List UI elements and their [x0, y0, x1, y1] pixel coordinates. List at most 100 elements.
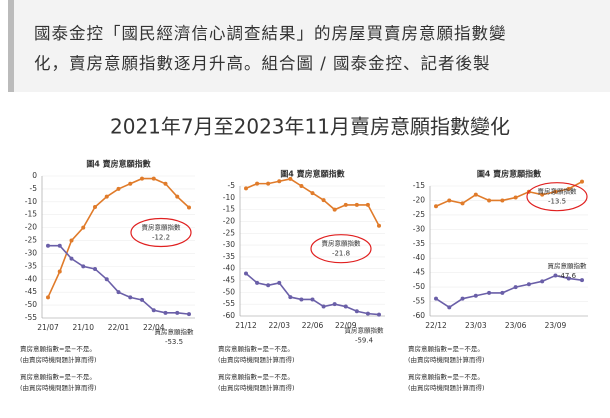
value-label: -47.6 [558, 272, 577, 280]
data-point [310, 297, 315, 302]
data-point [500, 290, 505, 295]
data-point [487, 290, 492, 295]
series-line [48, 244, 190, 315]
data-point [187, 205, 191, 210]
data-point [566, 186, 571, 191]
data-point [354, 202, 359, 207]
y-tick-label: -5 [228, 181, 236, 190]
data-point [473, 293, 478, 298]
y-tick-label: -55 [25, 313, 37, 322]
data-point [69, 238, 74, 243]
data-point [255, 280, 260, 285]
x-tick-label: 22/03 [268, 321, 290, 330]
data-point [93, 204, 97, 209]
y-tick-label: -45 [25, 287, 37, 296]
series-label: 賣房意願指數 [322, 239, 362, 248]
series-label: 買房意願指數 [345, 326, 385, 335]
footnote: (由買房時機問題計算而得) [218, 383, 295, 392]
x-tick-label: 23/06 [505, 321, 527, 330]
data-point [116, 290, 121, 295]
data-point [447, 305, 452, 310]
x-tick-label: 21/12 [235, 321, 257, 330]
y-tick-label: -20 [25, 223, 37, 232]
footnote: 買房意願指數=是−不是。 [408, 372, 484, 381]
data-point [321, 304, 326, 309]
panel-title: 圖4 賣房意願指數 [477, 169, 541, 179]
y-tick-label: -55 [223, 299, 235, 308]
data-point [566, 276, 571, 281]
data-point [513, 195, 518, 200]
data-point [365, 202, 370, 207]
y-tick-label: -25 [413, 210, 425, 219]
value-label: -59.4 [355, 337, 374, 345]
data-point [104, 277, 109, 282]
highlight-circle [130, 217, 192, 248]
data-point [310, 191, 315, 196]
data-point [277, 280, 282, 285]
y-tick-label: -40 [413, 253, 425, 262]
value-label: -12.2 [152, 233, 170, 241]
y-tick-label: -35 [413, 239, 425, 248]
y-tick-label: -60 [223, 311, 235, 320]
data-point [473, 192, 478, 197]
caption-line: 國泰金控「國民經濟信心調查結果」的房屋買賣房意願指數變 [34, 24, 507, 43]
data-point [266, 181, 271, 186]
data-point [140, 297, 144, 302]
data-point [128, 295, 133, 300]
series-label: 買房意願指數 [548, 261, 588, 270]
y-tick-label: -30 [25, 248, 37, 257]
data-point [460, 296, 465, 301]
data-point [81, 264, 86, 269]
panel-title: 圖4 賣房意願指數 [280, 169, 344, 179]
y-tick-label: -45 [223, 276, 235, 285]
data-point [151, 176, 156, 181]
y-tick-label: -5 [30, 184, 38, 193]
value-label: -13.5 [548, 198, 566, 206]
footnote: (由買房時機問題計算而得) [20, 383, 97, 392]
caption-line: 化，賣房意願指數逐月升高。組合圖 / 國泰金控、記者後製 [34, 54, 491, 73]
data-point [187, 312, 191, 317]
panel-title: 圖4 賣房意願指數 [86, 159, 150, 169]
data-point [540, 192, 545, 197]
data-point [332, 207, 337, 212]
data-point [434, 296, 438, 301]
data-point [299, 297, 304, 302]
x-tick-label: 22/01 [108, 323, 130, 332]
data-point [163, 181, 168, 186]
y-tick-label: -15 [223, 205, 235, 214]
y-tick-label: -50 [413, 282, 425, 291]
data-point [553, 273, 558, 278]
footnote: (由賣房時機問題計算而得) [20, 355, 97, 364]
x-tick-label: 21/07 [37, 323, 59, 332]
data-point [332, 302, 337, 307]
y-tick-label: 0 [32, 171, 37, 180]
x-tick-label: 22/12 [425, 321, 447, 330]
data-point [526, 282, 531, 287]
data-point [487, 198, 492, 203]
data-point [46, 295, 50, 300]
value-label: -53.5 [165, 338, 183, 346]
y-tick-label: -50 [223, 287, 235, 296]
data-point [255, 181, 260, 186]
caption-box: 國泰金控「國民經濟信心調查結果」的房屋買賣房意願指數變 化，賣房意願指數逐月升高… [8, 0, 610, 92]
x-tick-label: 22/04 [143, 323, 165, 332]
series-label: 賣房意願指數 [142, 222, 182, 231]
data-point [365, 311, 370, 316]
data-point [434, 204, 438, 209]
y-tick-label: -10 [25, 197, 37, 206]
footnote: (由買房時機問題計算而得) [408, 383, 485, 392]
series-line [435, 274, 583, 309]
x-tick-label: 22/06 [302, 321, 324, 330]
series-line [245, 272, 380, 316]
y-tick-label: -20 [223, 216, 235, 225]
footnote: 買房意願指數=是−不是。 [218, 372, 294, 381]
highlight-circle [310, 234, 372, 264]
y-tick-label: -60 [413, 311, 425, 320]
footnote: 賣房意願指數=是−不是。 [408, 344, 484, 353]
y-tick-label: -45 [413, 268, 425, 277]
data-point [57, 243, 62, 248]
x-tick-label: 22/09 [335, 321, 357, 330]
data-point [151, 308, 156, 313]
highlight-circle [526, 182, 588, 212]
y-tick-label: -30 [413, 224, 425, 233]
